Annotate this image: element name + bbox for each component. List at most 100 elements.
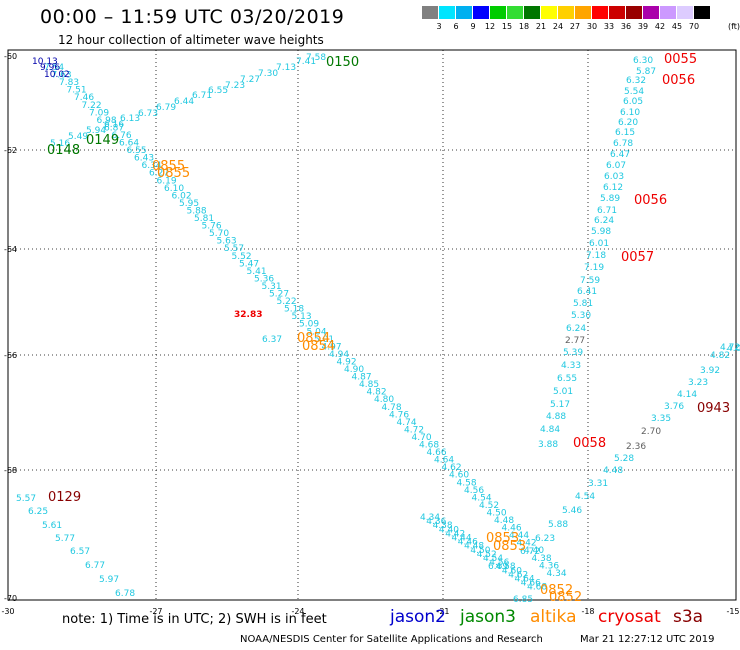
wave-height-value: 5.16 (50, 139, 70, 149)
wave-height-value: 6.32 (626, 76, 646, 86)
wave-height-value: 2.70 (641, 427, 661, 437)
track-point-label: 4.54 (472, 493, 492, 503)
colorbar-label: 42 (654, 22, 666, 31)
track-point-label: 5.41 (247, 267, 267, 277)
latitude-label: -60 (4, 52, 17, 61)
track-point-label: 7.09 (89, 108, 109, 118)
colorbar-label: 3 (436, 22, 442, 31)
track-point-label: 4.90 (344, 365, 364, 375)
colorbar-label: 70 (688, 22, 700, 31)
pass-time-label: 0129 (48, 490, 81, 505)
longitude-label: -15 (726, 607, 739, 616)
track-point-label: 6.87 (104, 123, 124, 133)
wave-height-value: 6.47 (610, 150, 630, 160)
colorbar-unit: (ft) (728, 22, 740, 31)
latitude-label: -68 (4, 466, 17, 475)
track-point-label: 4.78 (382, 403, 402, 413)
wave-height-value: 6.24 (566, 324, 586, 334)
wave-height-value: 6.55 (557, 374, 577, 384)
wave-height-value: 4.88 (546, 412, 566, 422)
pass-time-label: 0057 (621, 250, 654, 265)
legend-jason3: jason3 (460, 607, 516, 627)
track-point-label: 4.72 (404, 425, 424, 435)
track-point-label: 4.44 (509, 531, 529, 541)
wave-height-value: 6.03 (604, 172, 624, 182)
wave-height-value: 6.85 (513, 595, 533, 605)
track-point-label: 5.88 (187, 206, 207, 216)
colorbar-swatch (575, 6, 591, 19)
longitude-label: -21 (436, 607, 449, 616)
track-point-label: 5.27 (269, 290, 289, 300)
wave-height-value: 2.36 (626, 442, 646, 452)
legend-altika: altika (530, 607, 577, 627)
colorbar-label: 12 (484, 22, 496, 31)
wave-height-value: 4.33 (561, 361, 581, 371)
colorbar-label: 6 (453, 22, 459, 31)
wave-height-value: 3.92 (700, 366, 720, 376)
track-point-label: 4.56 (464, 486, 484, 496)
wave-height-value: 3.88 (538, 440, 558, 450)
wave-height-value: 4.82 (710, 351, 730, 361)
latitude-label: -64 (4, 245, 17, 254)
colorbar-swatch (541, 6, 557, 19)
footer-timestamp: Mar 21 12:27:12 UTC 2019 (580, 634, 715, 645)
wave-height-value: 6.77 (85, 561, 105, 571)
colorbar-swatch (507, 6, 523, 19)
wave-height-value: 6.07 (606, 161, 626, 171)
wave-height-value: 5.88 (548, 520, 568, 530)
track-point-label: 4.52 (477, 550, 497, 560)
wave-height-value: 6.79 (156, 103, 176, 113)
track-point-label: 4.66 (427, 448, 447, 458)
track-point-label: 5.63 (217, 237, 237, 247)
wave-height-value: 6.72 (520, 547, 540, 557)
track-point-label: 4.40 (524, 546, 544, 556)
track-point-label: 5.47 (239, 259, 259, 269)
track-point-label: 4.76 (389, 410, 409, 420)
colorbar-label: 39 (637, 22, 649, 31)
track-point-label: 6.55 (127, 146, 147, 156)
track-point-label: 5.81 (194, 214, 214, 224)
track-point-label: 4.38 (532, 554, 552, 564)
colorbar-label: 9 (470, 22, 476, 31)
map-frame (7, 49, 737, 601)
track-point-label: 4.58 (457, 478, 477, 488)
track-point-label: 5.31 (262, 282, 282, 292)
wave-height-value: 6.57 (70, 547, 90, 557)
track-point-label: 4.38 (433, 521, 453, 531)
wave-height-value: 6.78 (613, 139, 633, 149)
colorbar-swatch (643, 6, 659, 19)
track-point-label: 6.10 (164, 184, 184, 194)
wave-height-value: 5.49 (68, 132, 88, 142)
wave-height-value: 5.39 (563, 348, 583, 358)
track-point-label: 4.82 (367, 388, 387, 398)
track-point-label: 4.44 (452, 534, 472, 544)
track-point-label: 4.87 (352, 373, 372, 383)
pass-time-label: 0855 (152, 159, 185, 174)
colorbar-label: 24 (552, 22, 564, 31)
track-point-label: 6.43 (134, 154, 154, 164)
wave-height-value: 6.20 (618, 118, 638, 128)
wave-height-value: 7.19 (584, 263, 604, 273)
wave-height-value: 7.13 (276, 63, 296, 73)
colorbar-swatch (490, 6, 506, 19)
colorbar-swatch (677, 6, 693, 19)
legend-s3a: s3a (673, 607, 704, 627)
track-point-label: 5.13 (292, 312, 312, 322)
track-point-label: 4.97 (322, 342, 342, 352)
track-point-label: 4.58 (496, 562, 516, 572)
wave-height-value: 10.02 (44, 70, 70, 80)
track-point-label: 4.70 (412, 433, 432, 443)
wave-height-value: 5.17 (550, 400, 570, 410)
longitude-label: -18 (581, 607, 594, 616)
wave-height-value: 6.25 (28, 507, 48, 517)
wave-height-value: 7.59 (580, 276, 600, 286)
wave-height-value: 3.31 (588, 479, 608, 489)
colorbar-swatch (558, 6, 574, 19)
track-point-label: 5.18 (284, 305, 304, 315)
wave-height-value: 10.13 (32, 57, 58, 67)
wave-height-value: 4.84 (540, 425, 560, 435)
track-point-label: 4.80 (374, 395, 394, 405)
colorbar-label: 30 (586, 22, 598, 31)
wave-height-value: 4.48 (603, 466, 623, 476)
